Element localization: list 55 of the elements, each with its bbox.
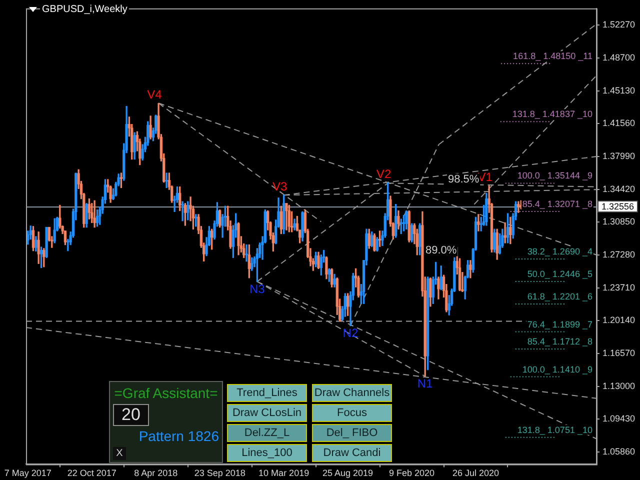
x-tick-label: 7 May 2017 — [4, 468, 52, 478]
ref-line-label: 1.32556 — [601, 202, 634, 212]
y-tick-label: 1.30850 — [602, 216, 636, 227]
y-tick-label: 1.48700 — [602, 52, 636, 63]
ref-line-label: 50.0_ 1.2446 _5 — [527, 268, 592, 279]
x-tick-label: 22 Oct 2017 — [67, 468, 116, 478]
annotation: 98.5% — [448, 173, 480, 186]
x-tick-label: 10 Mar 2019 — [258, 468, 310, 478]
annotation: V3 — [272, 179, 288, 194]
annotation: Draw CLosLin — [227, 404, 307, 422]
annotation: Lines_100 — [227, 444, 307, 462]
annotation: X — [113, 447, 126, 460]
annotation: N2 — [342, 326, 358, 340]
ref-line-label: 100.0_ 1.35144 _9 — [517, 170, 592, 181]
annotation: Draw Channels — [312, 384, 392, 402]
y-tick-label: 1.20140 — [602, 315, 636, 326]
annotation: 89.0% — [425, 244, 457, 256]
ref-line-label: 76.4_ 1.1899 _7 — [527, 319, 592, 330]
annotation: V4 — [147, 88, 162, 102]
ref-line-label: 131.8_ 1.41837 _10 — [512, 109, 592, 120]
x-tick-label: 9 Feb 2020 — [388, 468, 435, 478]
y-tick-label: 1.23710 — [602, 282, 636, 292]
number-field: 20 — [113, 404, 149, 426]
y-tick-label: 1.16570 — [602, 348, 636, 358]
x-tick-label: 25 Aug 2019 — [322, 468, 374, 478]
annotation: Trend_Lines — [227, 384, 307, 402]
annotation: Focus — [312, 404, 392, 422]
y-tick-label: 1.05860 — [602, 446, 636, 457]
ref-line-label: 85.4_ 1.1712 _8 — [527, 336, 592, 346]
x-tick-label: 23 Sep 2018 — [194, 468, 246, 478]
annotation: Draw Candi — [312, 444, 392, 462]
annotation: Del.ZZ_L — [227, 424, 307, 442]
ref-line-label: 100.0_ 1.1410 _9 — [522, 364, 592, 374]
x-tick-label: 26 Jul 2020 — [452, 468, 500, 478]
annotation: V2 — [376, 167, 392, 182]
y-tick-label: 1.09430 — [602, 414, 636, 424]
y-tick-label: 1.13000 — [602, 380, 636, 391]
x-tick-label: 8 Apr 2018 — [134, 468, 178, 478]
y-tick-label: 1.45130 — [602, 85, 636, 96]
ref-line-label: 161.8_ 1.48150 _11 — [513, 51, 592, 62]
y-tick-label: 1.41560 — [602, 118, 636, 128]
annotation: =Graf Assistant= — [113, 385, 219, 401]
annotation: Del_ FIBO — [312, 424, 392, 442]
y-tick-label: 1.52270 — [602, 20, 636, 30]
y-tick-label: 1.37990 — [602, 151, 636, 162]
ref-line-label: 85.4_ 1.32071 _8 — [522, 198, 592, 209]
y-tick-label: 1.34420 — [602, 184, 636, 194]
chart-title: GBPUSD_i,Weekly — [40, 4, 130, 15]
annotation: N1 — [417, 376, 434, 391]
ref-line-label: 61.8_ 1.2201 _6 — [527, 292, 592, 302]
ref-line-label: 38.2_ 1.2690 _4 — [527, 246, 592, 257]
annotation: Pattern 1826 — [138, 428, 219, 444]
annotation: N3 — [249, 282, 266, 296]
ref-line-label: 131.8_ 1.0751 _10 — [517, 424, 592, 435]
y-tick-label: 1.27280 — [602, 250, 636, 260]
